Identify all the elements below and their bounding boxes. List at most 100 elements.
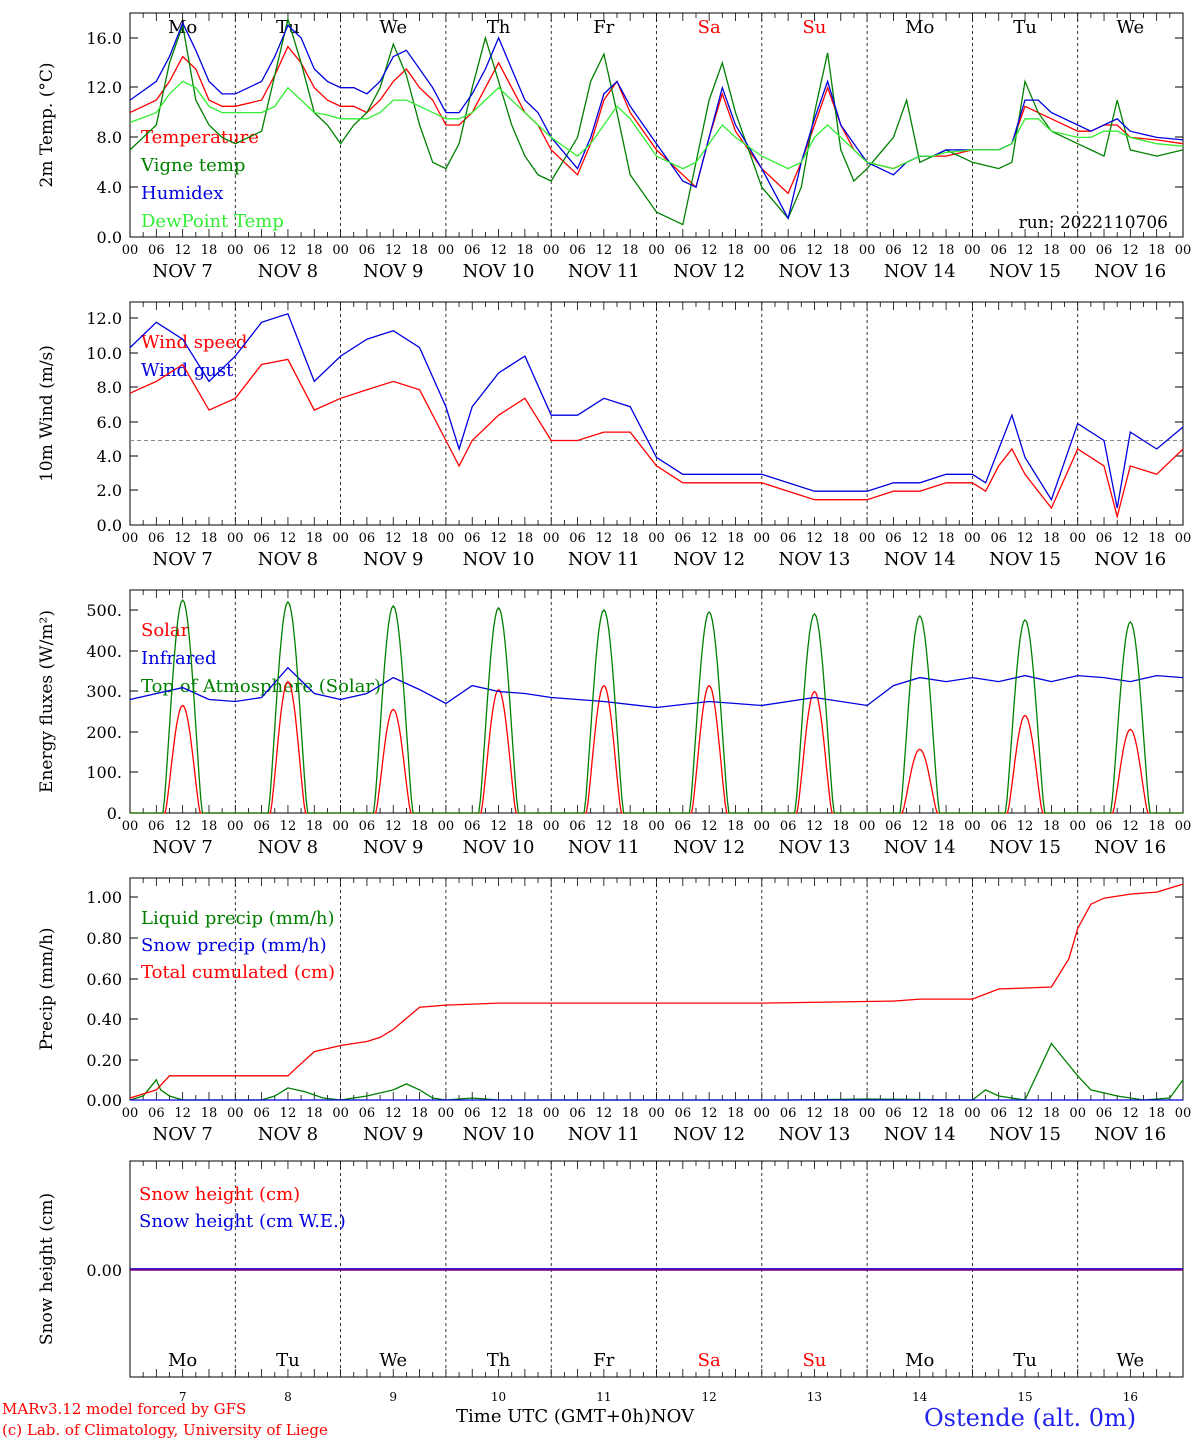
hour-tick-label: 12 — [911, 531, 928, 546]
y-tick-label: 0.60 — [86, 970, 122, 989]
hour-tick-label: 00 — [227, 243, 244, 258]
hour-tick-label: 12 — [174, 243, 191, 258]
hour-tick-label: 18 — [517, 1106, 534, 1121]
y-tick-label: 8.0 — [97, 128, 122, 147]
hour-tick-label: 12 — [596, 243, 613, 258]
y-tick-label: 10.0 — [86, 344, 122, 363]
date-label: NOV 9 — [363, 261, 423, 282]
hour-tick-label: 12 — [596, 819, 613, 834]
hour-tick-label: 18 — [517, 243, 534, 258]
y-axis-label: Precip (mm/h) — [37, 927, 57, 1050]
date-label: NOV 10 — [463, 261, 535, 282]
hour-tick-label: 18 — [833, 1106, 850, 1121]
date-label: NOV 11 — [568, 261, 640, 282]
date-label: NOV 15 — [989, 549, 1061, 570]
date-label: NOV 10 — [463, 1124, 535, 1145]
hour-tick-label: 18 — [306, 243, 323, 258]
hour-tick-label: 12 — [1017, 1106, 1034, 1121]
hour-tick-label: 18 — [622, 243, 639, 258]
date-label: NOV 14 — [884, 837, 956, 858]
hour-tick-label: 12 — [280, 819, 297, 834]
hour-tick-label: 00 — [1069, 1106, 1086, 1121]
hour-tick-label: 12 — [806, 819, 823, 834]
hour-tick-label: 12 — [1017, 819, 1034, 834]
panel-frame — [129, 589, 1184, 814]
y-axis-label: Energy fluxes (W/m²) — [37, 610, 57, 793]
hour-tick-label: 12 — [701, 819, 718, 834]
hour-tick-label: 18 — [411, 1106, 428, 1121]
date-label: NOV 8 — [258, 1124, 318, 1145]
hour-tick-label: 00 — [859, 531, 876, 546]
hour-tick-label: 18 — [622, 819, 639, 834]
hour-tick-label: 00 — [648, 243, 665, 258]
hour-tick-label: 06 — [464, 819, 481, 834]
hour-tick-label: 06 — [780, 531, 797, 546]
date-label: NOV 7 — [152, 261, 212, 282]
date-label: NOV 13 — [779, 1124, 851, 1145]
date-label: NOV 10 — [463, 837, 535, 858]
hour-tick-label: 18 — [938, 531, 955, 546]
hour-tick-label: 00 — [964, 243, 981, 258]
y-tick-label: 0.0 — [97, 228, 122, 247]
hour-tick-label: 00 — [1069, 819, 1086, 834]
month-label: NOV — [650, 1406, 695, 1427]
y-tick-label: 4.0 — [97, 447, 122, 466]
y-axis-label: Snow height (cm) — [37, 1193, 57, 1345]
hour-tick-label: 00 — [227, 531, 244, 546]
hour-tick-label: 12 — [701, 1106, 718, 1121]
hour-tick-label: 06 — [780, 243, 797, 258]
hour-tick-label: 12 — [490, 819, 507, 834]
date-label: NOV 15 — [989, 1124, 1061, 1145]
model-credit: MARv3.12 model forced by GFS (c) Lab. of… — [2, 1399, 328, 1441]
hour-tick-label: 06 — [359, 243, 376, 258]
hour-tick-label: 18 — [1043, 531, 1060, 546]
y-tick-label: 0.00 — [86, 1261, 122, 1280]
hour-tick-label: 12 — [1017, 531, 1034, 546]
hour-tick-label: 06 — [1096, 1106, 1113, 1121]
date-label: NOV 7 — [152, 549, 212, 570]
hour-tick-label: 06 — [569, 531, 586, 546]
hour-tick-label: 12 — [385, 819, 402, 834]
hour-tick-label: 06 — [675, 819, 692, 834]
hour-tick-label: 00 — [332, 243, 349, 258]
hour-tick-label: 12 — [490, 1106, 507, 1121]
hour-tick-label: 18 — [517, 819, 534, 834]
hour-tick-label: 18 — [411, 243, 428, 258]
hour-tick-label: 06 — [990, 531, 1007, 546]
legend-entry: Snow height (cm W.E.) — [139, 1211, 346, 1232]
panel-1: 0.0 4.0 8.0 12.0 16.0 2m Temp. (°C) 00 06 12 18 NO… — [37, 12, 1191, 282]
series-wind-gust — [129, 312, 1184, 509]
weekday-label: Mo — [905, 1350, 934, 1371]
hour-tick-label: 00 — [648, 819, 665, 834]
date-label: NOV 8 — [258, 261, 318, 282]
hour-tick-label: 06 — [253, 819, 270, 834]
hour-tick-label: 00 — [964, 819, 981, 834]
weekday-label: Tu — [276, 1350, 300, 1371]
y-tick-label: 500. — [86, 601, 122, 620]
hour-tick-label: 00 — [754, 819, 771, 834]
hour-tick-label: 06 — [253, 531, 270, 546]
date-label: NOV 16 — [1094, 261, 1166, 282]
weekday-label: Sa — [698, 17, 721, 38]
legend-entry: Humidex — [141, 183, 223, 204]
hour-tick-label: 06 — [885, 243, 902, 258]
hour-tick-label: 12 — [806, 1106, 823, 1121]
hour-tick-label: 12 — [806, 531, 823, 546]
hour-tick-label: 00 — [859, 819, 876, 834]
weekday-label: Th — [487, 17, 511, 38]
legend-entry: Total cumulated (cm) — [141, 962, 335, 983]
y-tick-label: 6.0 — [97, 413, 122, 432]
time-axis-label: Time UTC (GMT+0h) — [456, 1406, 651, 1427]
y-tick-label: 2.0 — [97, 481, 122, 500]
hour-tick-label: 18 — [1043, 243, 1060, 258]
hour-tick-label: 00 — [543, 1106, 560, 1121]
hour-tick-label: 18 — [201, 531, 218, 546]
panel-frame — [129, 301, 1184, 526]
hour-tick-label: 06 — [359, 819, 376, 834]
weekday-label: Tu — [1013, 17, 1037, 38]
hour-tick-label: 12 — [174, 819, 191, 834]
hour-tick-label: 06 — [253, 1106, 270, 1121]
hour-tick-label: 00 — [438, 1106, 455, 1121]
hour-tick-label: 18 — [727, 531, 744, 546]
